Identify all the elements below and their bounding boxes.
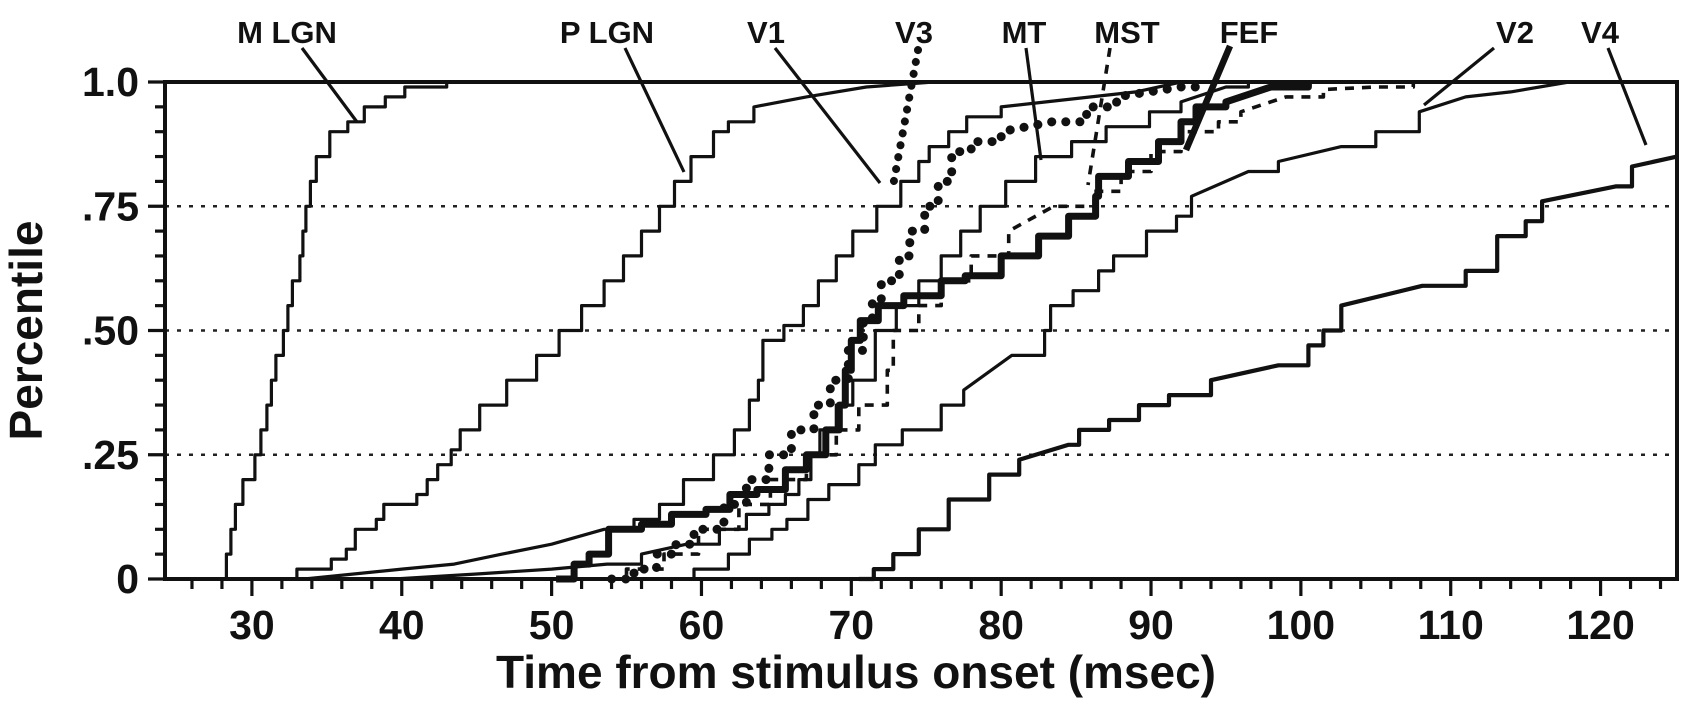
curve-label-v2: V2 <box>1496 15 1534 50</box>
x-tick-label-70: 70 <box>829 602 875 648</box>
curve-label-mt: MT <box>1002 15 1047 50</box>
curve-label-v4: V4 <box>1581 15 1620 50</box>
x-axis-title: Time from stimulus onset (msec) <box>496 646 1216 698</box>
curve-v4 <box>858 154 1678 582</box>
curve-fef <box>556 82 1312 583</box>
y-tick-label-0.5: .50 <box>82 308 139 354</box>
curve-label-mst: MST <box>1094 15 1160 50</box>
curve-mt <box>394 82 1250 581</box>
leader-mt <box>1024 47 1043 161</box>
leader-v2 <box>1422 46 1496 107</box>
y-tick-label-0.25: .25 <box>82 432 139 478</box>
leader-m-lgn <box>300 47 359 123</box>
curve-v2 <box>671 80 1570 581</box>
x-tick-label-100: 100 <box>1267 602 1335 648</box>
x-tick-label-50: 50 <box>529 602 575 648</box>
x-tick-label-30: 30 <box>229 602 275 648</box>
curve-label-p-lgn: P LGN <box>560 15 654 50</box>
curve-label-v1: V1 <box>747 15 785 50</box>
x-tick-label-90: 90 <box>1128 602 1174 648</box>
curve-v1 <box>304 80 1182 581</box>
curve-p-lgn <box>259 80 934 581</box>
y-tick-label-0: 0 <box>116 556 139 602</box>
x-tick-label-120: 120 <box>1566 602 1634 648</box>
curve-label-m-lgn: M LGN <box>237 15 337 50</box>
y-tick-label-1: 1.0 <box>82 59 139 105</box>
curve-m-lgn <box>213 82 449 581</box>
leader-p-lgn <box>623 47 686 173</box>
leader-fef <box>1183 44 1233 152</box>
leader-v3 <box>889 46 922 190</box>
leader-mst <box>1086 47 1112 186</box>
leader-v1 <box>773 47 882 184</box>
x-tick-label-110: 110 <box>1418 602 1484 648</box>
leader-v4 <box>1606 47 1648 146</box>
curve-label-v3: V3 <box>895 15 933 50</box>
x-tick-label-80: 80 <box>978 602 1024 648</box>
x-tick-label-60: 60 <box>679 602 725 648</box>
curve-label-fef: FEF <box>1220 15 1279 50</box>
y-axis-title: Percentile <box>0 221 52 441</box>
y-tick-label-0.75: .75 <box>82 183 139 229</box>
x-tick-label-40: 40 <box>379 602 425 648</box>
